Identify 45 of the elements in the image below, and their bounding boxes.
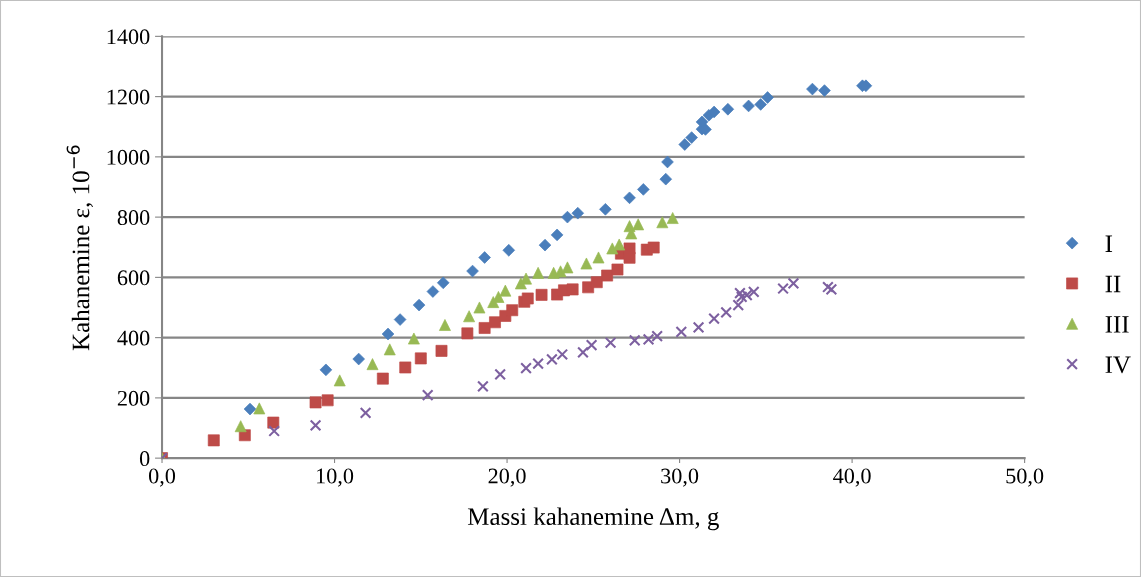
point [604,336,617,349]
point [532,357,545,370]
point [585,339,598,352]
y-tick-label: 1400 [107,29,150,45]
point [477,380,489,393]
point [577,346,589,359]
point [825,283,838,296]
point [747,285,760,298]
point [708,312,720,325]
y-tick-label: 0 [139,451,150,467]
x-tick-label: 10,0 [317,468,354,487]
point [675,326,688,338]
point [520,362,532,374]
point [494,368,507,381]
point [787,277,800,290]
point [692,321,705,334]
x-tick-label: 30,0 [661,468,699,487]
y-tick-label: 200 [117,390,150,406]
y-tick-label: 400 [117,330,150,346]
point [720,306,733,319]
legend-label: IV [1105,356,1131,374]
x-tick-label: 20,0 [488,468,526,487]
legend-label: I [1105,235,1113,252]
x-tick-label: 40,0 [833,468,871,487]
y-tick-label: 600 [117,270,150,286]
y-axis-title: Kahanemine ε, 10$^{−6}$ [66,145,93,351]
point [735,291,748,303]
y-tick-label: 1200 [107,89,150,105]
y-tick-label: 800 [117,210,150,226]
legend-label: II [1105,275,1121,293]
x-tick-label: 0,0 [148,468,176,487]
point [309,419,322,432]
x-tick-label: 50,0 [1006,468,1044,487]
point [777,282,789,295]
point [628,334,641,347]
point [268,425,281,437]
point [822,281,834,293]
legend-label: III [1105,316,1129,333]
point [359,407,372,419]
point [732,299,745,311]
point [546,353,558,366]
point [421,389,434,402]
point [556,348,569,361]
y-tick-label: 1000 [107,149,150,165]
x-axis-title: Massi kahanemine Δm, g [467,507,719,531]
